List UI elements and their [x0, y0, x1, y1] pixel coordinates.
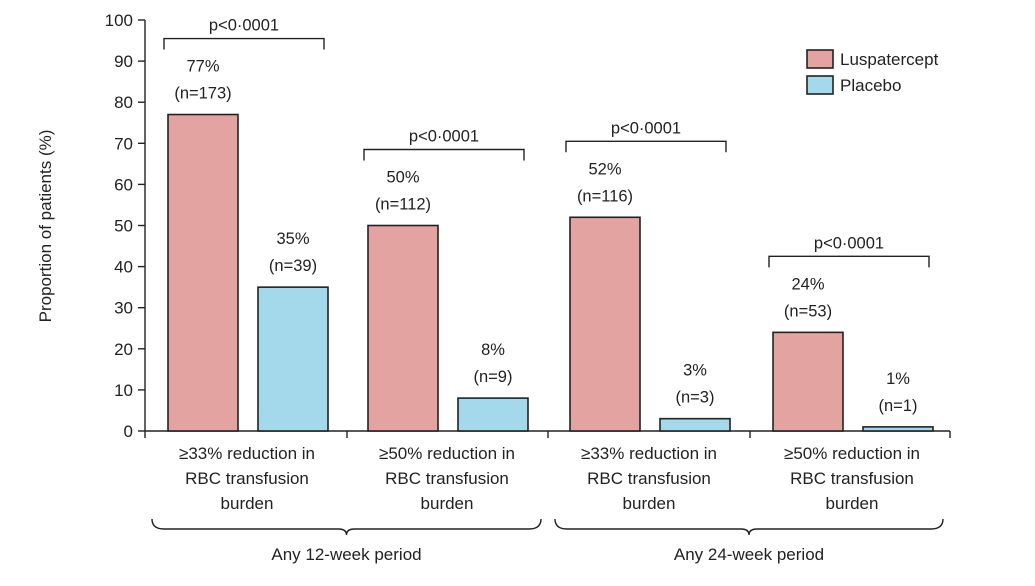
category-label-line: RBC transfusion — [587, 469, 711, 488]
y-tick-label: 60 — [114, 175, 133, 194]
bar-luspatercept-3 — [569, 216, 641, 432]
legend: Luspatercept Placebo — [806, 49, 939, 95]
category-labels: ≥33% reduction in RBC transfusion burden ≥5… — [179, 444, 920, 513]
category-label-line: burden — [623, 494, 676, 513]
bar-value-label: 1% — [886, 370, 910, 388]
y-tick-label: 100 — [105, 11, 133, 30]
bar-value-label: 52% — [588, 160, 621, 178]
bar-n-label: (n=116) — [577, 187, 633, 205]
p-value-brackets: p<0·0001 p<0·0001 p<0·0001 p<0·0001 — [163, 17, 930, 268]
category-label-line: RBC transfusion — [185, 469, 309, 488]
category-label-line: ≥50% reduction in — [784, 444, 920, 463]
bar-placebo-2 — [457, 397, 529, 432]
bar-value-label: 50% — [386, 169, 419, 187]
bar-n-label: (n=3) — [676, 389, 715, 407]
bars — [167, 113, 934, 432]
bar-n-label: (n=9) — [474, 368, 513, 386]
legend-swatch-luspatercept — [806, 49, 834, 69]
category-label-line: burden — [421, 494, 474, 513]
bar-n-label: (n=173) — [174, 85, 231, 103]
y-tick-label: 70 — [114, 134, 133, 153]
group-brace — [554, 518, 944, 536]
p-value-bracket — [363, 148, 525, 161]
p-value-label: p<0·0001 — [409, 128, 479, 146]
y-tick-label: 80 — [114, 93, 133, 112]
category-label-line: ≥33% reduction in — [179, 444, 315, 463]
legend-swatch-placebo — [806, 75, 834, 95]
category-label-line: burden — [826, 494, 879, 513]
y-tick-label: 50 — [114, 217, 133, 236]
bar-placebo-3 — [659, 417, 731, 432]
bar-value-label: 3% — [683, 362, 707, 380]
category-label-line: burden — [221, 494, 274, 513]
bar-luspatercept-4 — [772, 331, 844, 432]
category-label-line: RBC transfusion — [790, 469, 914, 488]
p-value-bracket — [163, 37, 325, 50]
category-label-line: RBC transfusion — [385, 469, 509, 488]
y-tick-label: 0 — [124, 422, 133, 441]
bar-labels: 77% (n=173) 50% (n=112) 52% (n=116) 24% (n=53) 3… — [174, 58, 917, 415]
group-label: Any 24-week period — [674, 545, 824, 564]
y-tick-label: 30 — [114, 299, 133, 318]
bar-value-label: 35% — [276, 230, 309, 248]
bar-value-label: 8% — [481, 341, 505, 359]
category-label-line: ≥50% reduction in — [379, 444, 515, 463]
group-labels: Any 12-week period Any 24-week period — [151, 518, 944, 564]
p-value-bracket — [768, 255, 930, 268]
bar-value-label: 77% — [186, 58, 219, 76]
p-value-label: p<0·0001 — [611, 119, 681, 137]
legend-label-placebo: Placebo — [840, 76, 901, 95]
category-label-line: ≥33% reduction in — [581, 444, 717, 463]
bar-value-label: 24% — [791, 275, 824, 293]
y-tick-label: 90 — [114, 52, 133, 71]
bar-luspatercept-2 — [367, 224, 439, 432]
p-value-bracket — [565, 140, 727, 153]
group-brace — [151, 518, 542, 536]
legend-label-luspatercept: Luspatercept — [840, 50, 939, 69]
bar-n-label: (n=39) — [269, 257, 317, 275]
y-tick-label: 20 — [114, 340, 133, 359]
group-label: Any 12-week period — [271, 545, 421, 564]
p-value-label: p<0·0001 — [209, 17, 279, 35]
y-tick-label: 10 — [114, 381, 133, 400]
bar-luspatercept-1 — [167, 113, 239, 432]
y-axis-title: Proportion of patients (%) — [36, 130, 55, 323]
bar-placebo-1 — [257, 286, 329, 432]
bar-n-label: (n=53) — [784, 302, 832, 320]
bar-placebo-4 — [862, 426, 934, 432]
bar-n-label: (n=1) — [879, 397, 918, 415]
p-value-label: p<0·0001 — [814, 234, 884, 252]
bar-n-label: (n=112) — [375, 196, 431, 214]
y-tick-label: 40 — [114, 258, 133, 277]
